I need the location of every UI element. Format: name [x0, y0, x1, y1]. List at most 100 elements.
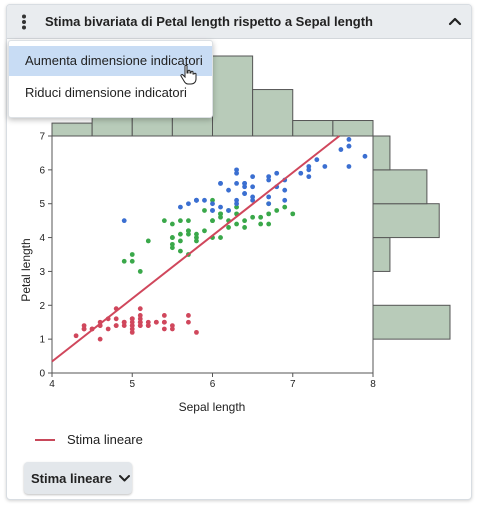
- scatter-point: [73, 333, 79, 339]
- scatter-point: [234, 201, 239, 207]
- scatter-point: [274, 170, 280, 176]
- scatter-point: [242, 184, 248, 190]
- scatter-point: [250, 174, 256, 180]
- scatter-point: [362, 153, 368, 159]
- scatter-point: [105, 326, 111, 332]
- scatter-point: [250, 214, 256, 220]
- x-tick-label: 4: [49, 379, 55, 390]
- scatter-point: [258, 214, 264, 220]
- x-histogram-bar: [332, 120, 374, 137]
- scatter-point: [250, 194, 256, 200]
- scatter-point: [242, 218, 248, 224]
- y-histogram: [372, 135, 451, 340]
- scatter-point: [250, 184, 256, 190]
- card-title: Stima bivariata di Petal length rispetto…: [45, 14, 373, 29]
- scatter-point: [129, 323, 135, 328]
- y-tick-label: 2: [39, 301, 45, 312]
- scatter-point: [121, 319, 127, 325]
- scatter-point: [186, 313, 191, 318]
- context-menu: Aumenta dimensione indicatori Riduci dim…: [8, 40, 213, 118]
- scatter-point: [346, 136, 352, 142]
- x-axis-label: Sepal length: [179, 400, 246, 414]
- kebab-icon[interactable]: [12, 10, 36, 34]
- scatter-point: [121, 218, 127, 224]
- scatter-point: [161, 313, 167, 318]
- y-tick-label: 3: [39, 267, 45, 278]
- scatter-point: [234, 167, 239, 173]
- y-histogram-bar: [372, 237, 391, 272]
- scatter-point: [242, 191, 248, 196]
- scatter-point: [137, 319, 143, 325]
- dropdown-label: Stima lineare: [31, 470, 112, 486]
- scatter-point: [218, 235, 223, 240]
- scatter-point: [178, 204, 183, 210]
- scatter-point: [129, 329, 135, 335]
- scatter-point: [121, 258, 127, 264]
- scatter-point: [161, 326, 167, 332]
- scatter-point: [234, 204, 239, 210]
- scatter-point: [121, 323, 127, 328]
- legend: Stima lineare: [35, 432, 143, 447]
- scatter-point: [226, 225, 231, 230]
- scatter-point: [129, 252, 135, 257]
- scatter-point: [186, 218, 191, 224]
- scatter-point: [169, 235, 175, 240]
- scatter-point: [178, 238, 183, 244]
- scatter-point: [234, 181, 239, 186]
- scatter-point: [186, 319, 191, 325]
- y-tick-label: 1: [39, 335, 45, 346]
- scatter-point: [218, 214, 223, 220]
- scatter-point: [322, 164, 328, 169]
- scatter-point: [266, 174, 272, 180]
- scatter-point: [266, 177, 272, 183]
- x-histogram-bar: [292, 120, 334, 137]
- scatter-point: [250, 197, 256, 203]
- plot-frame: [51, 135, 374, 374]
- y-histogram-bar: [372, 169, 428, 205]
- scatter-point: [290, 211, 296, 217]
- scatter-point: [129, 258, 135, 264]
- scatter-points: [73, 136, 368, 342]
- x-tick-label: 7: [290, 379, 296, 390]
- scatter-point: [186, 231, 191, 237]
- scatter-point: [218, 204, 223, 210]
- scatter-point: [258, 221, 264, 227]
- scatter-point: [202, 228, 207, 234]
- scatter-point: [145, 238, 151, 244]
- scatter-point: [346, 164, 352, 169]
- scatter-point: [274, 208, 280, 213]
- menu-item-increase-marker-size[interactable]: Aumenta dimensione indicatori: [9, 46, 212, 76]
- scatter-point: [266, 221, 272, 227]
- y-tick-label: 6: [39, 165, 45, 176]
- scatter-point: [186, 201, 191, 207]
- scatter-point: [113, 316, 119, 322]
- scatter-point: [234, 197, 239, 203]
- scatter-point: [137, 313, 143, 318]
- scatter-point: [194, 235, 199, 240]
- menu-item-decrease-marker-size[interactable]: Riduci dimensione indicatori: [25, 85, 187, 100]
- y-tick-label: 4: [39, 233, 45, 244]
- scatter-point: [169, 221, 175, 227]
- scatter-point: [161, 218, 167, 224]
- card-header: Stima bivariata di Petal length rispetto…: [7, 5, 471, 39]
- scatter-point: [242, 181, 248, 186]
- scatter-point: [137, 316, 143, 322]
- y-tick-label: 0: [39, 369, 45, 380]
- x-histogram-bar: [212, 55, 254, 137]
- scatter-point: [113, 323, 119, 328]
- scatter-point: [194, 197, 199, 203]
- scatter-point: [145, 323, 151, 328]
- estimate-dropdown-button[interactable]: Stima lineare: [24, 462, 132, 494]
- scatter-point: [169, 323, 175, 328]
- scatter-point: [129, 316, 135, 322]
- scatter-point: [129, 326, 135, 332]
- chevron-up-icon[interactable]: [445, 11, 465, 31]
- y-axis-ticks: 0 1 2 3 4 5 6 7: [39, 132, 52, 380]
- legend-swatch: [35, 438, 55, 441]
- fit-line: [51, 135, 340, 363]
- scatter-point: [202, 208, 207, 213]
- hand-pointer-icon: [180, 64, 198, 91]
- scatter-point: [338, 147, 344, 152]
- scatter-point: [306, 167, 312, 173]
- scatter-point: [210, 197, 215, 203]
